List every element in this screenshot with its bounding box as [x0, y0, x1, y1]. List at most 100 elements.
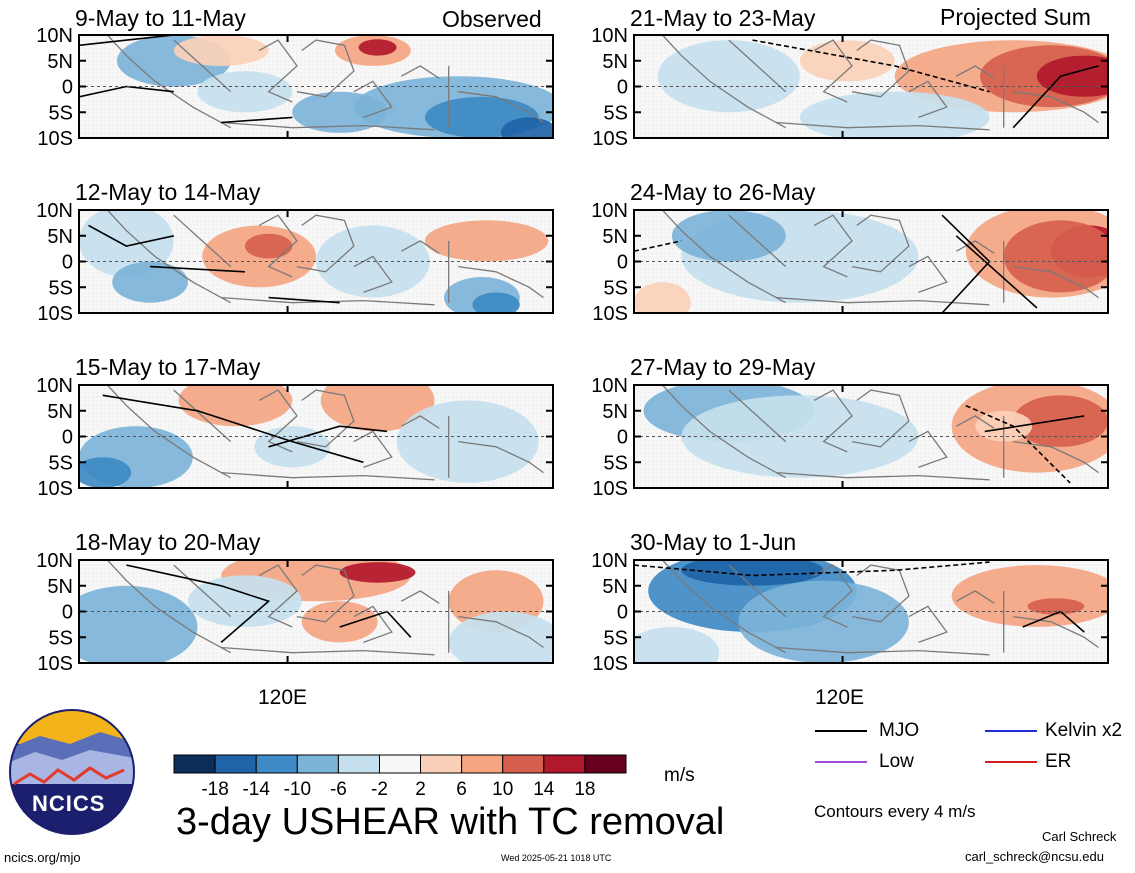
colorbar-swatch: [337, 754, 380, 774]
colorbar-tick-label: -14: [242, 779, 270, 800]
colorbar-swatch: [584, 754, 627, 774]
y-tick-label: 5N: [602, 576, 628, 598]
shear-anomaly-area: [1003, 220, 1108, 293]
y-tick-label: 0: [617, 77, 628, 99]
colorbar-tick-label: -6: [330, 779, 347, 800]
coastline: [1013, 440, 1099, 474]
shear-field: [643, 385, 1108, 478]
y-tick-label: 5N: [47, 576, 73, 598]
y-tick-label: 10N: [36, 550, 73, 572]
y-tick-label: 10S: [592, 303, 628, 325]
shear-anomaly-area: [292, 91, 388, 133]
coastline: [221, 121, 435, 131]
coastline: [1013, 615, 1099, 649]
coastline: [221, 471, 435, 481]
legend-label-low: Low: [879, 751, 914, 772]
shear-anomaly-area: [1036, 55, 1108, 97]
coastline: [400, 240, 440, 254]
shear-anomaly-area: [738, 580, 909, 663]
coastline: [776, 296, 990, 306]
projected-label: Projected Sum: [940, 4, 1091, 30]
coastline: [400, 65, 440, 79]
map-panel-4: 10N 5N 0 5S 10S 18-May to 20-May: [36, 529, 554, 675]
ncics-logo-text: NCICS: [32, 791, 106, 816]
y-tick-label: 5S: [49, 452, 73, 474]
colorbar: -18 -14 -10 -6 -2 2 6 10 14 18: [173, 754, 627, 800]
shear-field: [116, 35, 553, 138]
mjo-contours: [102, 394, 388, 464]
colorbar-swatch: [379, 754, 422, 774]
colorbar-tick-label: -10: [284, 779, 311, 800]
coastline: [173, 39, 232, 93]
shear-anomaly-area: [79, 585, 198, 663]
map-panel-7: 10N 5N 0 5S 10S 27-May to 29-May: [591, 354, 1109, 500]
coastlines: [661, 35, 1099, 131]
map-panel-8: 10N 5N 0 5S 10S 30-May to 1-Jun: [591, 529, 1109, 675]
mjo-contours: [79, 35, 293, 124]
coastline: [813, 214, 853, 278]
coastline: [851, 564, 910, 623]
map-panel-5: 10N 5N 0 5S 10S 21-May to 23-May: [591, 5, 1109, 150]
mjo-contour-line: [634, 561, 990, 577]
coastline: [661, 210, 787, 304]
mjo-contour-line: [221, 116, 293, 124]
shear-anomaly-area: [681, 395, 919, 478]
shear-anomaly-area: [634, 282, 691, 313]
shear-anomaly-area: [634, 626, 720, 663]
y-tick-label: 10S: [592, 478, 628, 500]
y-tick-label: 5S: [604, 102, 628, 124]
shear-anomaly-area: [448, 611, 553, 663]
coastline: [1013, 265, 1099, 299]
colorbar-tick-label: -2: [371, 779, 388, 800]
colorbar-tick-label: -18: [201, 779, 228, 800]
panel-title: 12-May to 14-May: [75, 179, 261, 205]
map-panel-2: 10N 5N 0 5S 10S 12-May to 14-May: [36, 179, 554, 325]
observed-label: Observed: [442, 6, 542, 32]
ncics-logo: [9, 709, 135, 835]
y-tick-label: 0: [62, 252, 73, 274]
coastlines: [661, 385, 1099, 481]
colorbar-swatch: [502, 754, 545, 774]
y-tick-label: 10N: [36, 375, 73, 397]
coastlines: [661, 210, 1099, 306]
legend-label-er: ER: [1045, 751, 1072, 772]
y-tick-label: 10N: [591, 200, 628, 222]
logo-border: [9, 709, 135, 835]
coastline: [106, 35, 232, 129]
coastline: [458, 265, 544, 299]
coastlines: [106, 35, 544, 131]
shear-field: [79, 560, 553, 663]
coastline: [258, 39, 298, 103]
shear-anomaly-area: [425, 220, 549, 262]
shear-anomaly-area: [79, 457, 132, 488]
mjo-contour-line: [634, 240, 682, 252]
colorbar-swatch: [214, 754, 257, 774]
colorbar-tick-label: 6: [456, 779, 467, 800]
panel-title: 30-May to 1-Jun: [630, 529, 796, 555]
legend-label-kelvin: Kelvin x2: [1045, 720, 1123, 741]
coastline: [400, 415, 440, 429]
mjo-contour-line: [955, 235, 1038, 309]
y-tick-label: 5N: [602, 51, 628, 73]
contour-note: Contours every 4 m/s: [814, 802, 976, 821]
mjo-contour-line: [126, 564, 271, 644]
coastline: [728, 214, 787, 268]
y-tick-label: 10S: [37, 653, 73, 675]
shear-anomaly-area: [244, 233, 293, 259]
shear-anomaly-area: [188, 575, 302, 627]
mjo-contour-line: [88, 224, 174, 247]
shear-field: [657, 40, 1108, 138]
coastline: [776, 121, 990, 131]
panel-title: 15-May to 17-May: [75, 354, 261, 380]
logo-red-line: [13, 766, 125, 786]
map-panel-3: 10N 5N 0 5S 10S 15-May to 17-May: [36, 354, 554, 500]
coastline: [776, 471, 990, 481]
shear-anomaly-area: [671, 210, 786, 262]
y-tick-label: 10N: [591, 550, 628, 572]
coastline: [851, 214, 910, 273]
colorbar-swatch: [296, 754, 339, 774]
mjo-contour-line: [268, 296, 340, 304]
y-tick-label: 10S: [37, 128, 73, 150]
y-tick-label: 0: [62, 77, 73, 99]
